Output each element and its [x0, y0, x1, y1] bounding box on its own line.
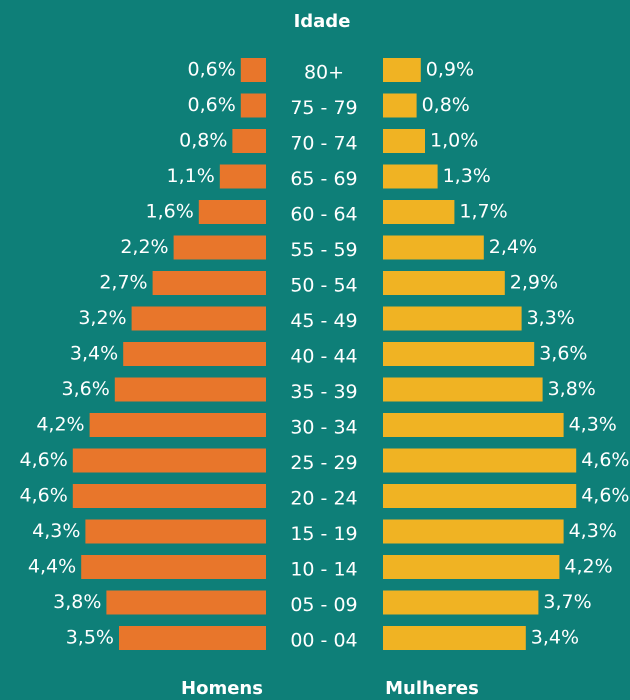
bar [383, 93, 417, 118]
value-label: 4,6% [20, 485, 68, 507]
bar [240, 58, 266, 82]
value-label: 4,3% [569, 414, 617, 436]
bar [383, 519, 564, 544]
value-label: 3,7% [543, 591, 591, 613]
bar [383, 555, 560, 579]
value-label: 0,6% [188, 59, 236, 81]
category-label: 30 - 34 [290, 417, 357, 439]
bar [383, 58, 421, 82]
value-label: 3,4% [531, 627, 579, 649]
value-label: 1,0% [430, 130, 478, 152]
value-label: 1,1% [167, 165, 215, 187]
bar [123, 342, 266, 366]
bar [72, 484, 266, 508]
value-label: 0,8% [179, 130, 227, 152]
bar [383, 484, 577, 508]
category-label: 60 - 64 [290, 204, 357, 226]
value-label: 0,8% [422, 94, 470, 116]
value-label: 4,2% [564, 556, 612, 578]
value-label: 4,6% [581, 485, 629, 507]
value-label: 4,3% [32, 520, 80, 542]
bar [383, 271, 505, 295]
category-label: 20 - 24 [290, 488, 357, 510]
bar [219, 164, 266, 189]
bar [383, 413, 564, 437]
value-label: 3,5% [66, 627, 114, 649]
category-label: 50 - 54 [290, 275, 357, 297]
chart-title: Idade [294, 11, 351, 32]
bar [383, 590, 539, 615]
category-label: 55 - 59 [290, 239, 357, 261]
bar [81, 555, 266, 579]
bar [119, 626, 266, 650]
bar [383, 235, 484, 260]
value-label: 1,3% [443, 165, 491, 187]
category-label: 70 - 74 [290, 133, 357, 155]
value-label: 3,4% [70, 343, 118, 365]
bar [85, 519, 267, 544]
category-label: 35 - 39 [290, 381, 357, 403]
value-label: 3,2% [78, 307, 126, 329]
value-label: 1,7% [459, 201, 507, 223]
value-label: 4,6% [20, 449, 68, 471]
value-label: 3,6% [62, 378, 110, 400]
category-label: 10 - 14 [290, 559, 357, 581]
category-label: 15 - 19 [290, 523, 357, 545]
value-label: 2,2% [120, 236, 168, 258]
bar [106, 590, 267, 615]
value-label: 0,9% [426, 59, 474, 81]
bar [383, 377, 543, 402]
value-label: 3,8% [53, 591, 101, 613]
bar [173, 235, 266, 260]
bar [114, 377, 266, 402]
bar [131, 306, 266, 331]
category-label: 65 - 69 [290, 168, 357, 190]
value-label: 2,4% [489, 236, 537, 258]
value-label: 4,3% [569, 520, 617, 542]
bar [383, 306, 522, 331]
bar [383, 200, 455, 224]
bar [383, 164, 438, 189]
bar [383, 626, 526, 650]
value-label: 3,8% [548, 378, 596, 400]
category-label: 80+ [304, 62, 344, 84]
bar [72, 448, 266, 473]
value-label: 0,6% [188, 94, 236, 116]
category-label: 40 - 44 [290, 346, 357, 368]
category-label: 75 - 79 [290, 97, 357, 119]
bar [383, 342, 535, 366]
value-label: 4,6% [581, 449, 629, 471]
category-label: 25 - 29 [290, 452, 357, 474]
bar [198, 200, 266, 224]
category-label: 05 - 09 [290, 594, 357, 616]
legend-entry: Homens [181, 678, 263, 699]
legend-entry: Mulheres [385, 678, 479, 699]
value-label: 4,4% [28, 556, 76, 578]
bar [89, 413, 266, 437]
bar [383, 448, 577, 473]
bar [152, 271, 266, 295]
bar [383, 129, 425, 153]
category-label: 45 - 49 [290, 310, 357, 332]
value-label: 2,9% [510, 272, 558, 294]
category-label: 00 - 04 [290, 630, 357, 652]
value-label: 3,6% [539, 343, 587, 365]
value-label: 3,3% [527, 307, 575, 329]
value-label: 2,7% [99, 272, 147, 294]
value-label: 4,2% [36, 414, 84, 436]
value-label: 1,6% [146, 201, 194, 223]
bar [240, 93, 266, 118]
bar [232, 129, 266, 153]
